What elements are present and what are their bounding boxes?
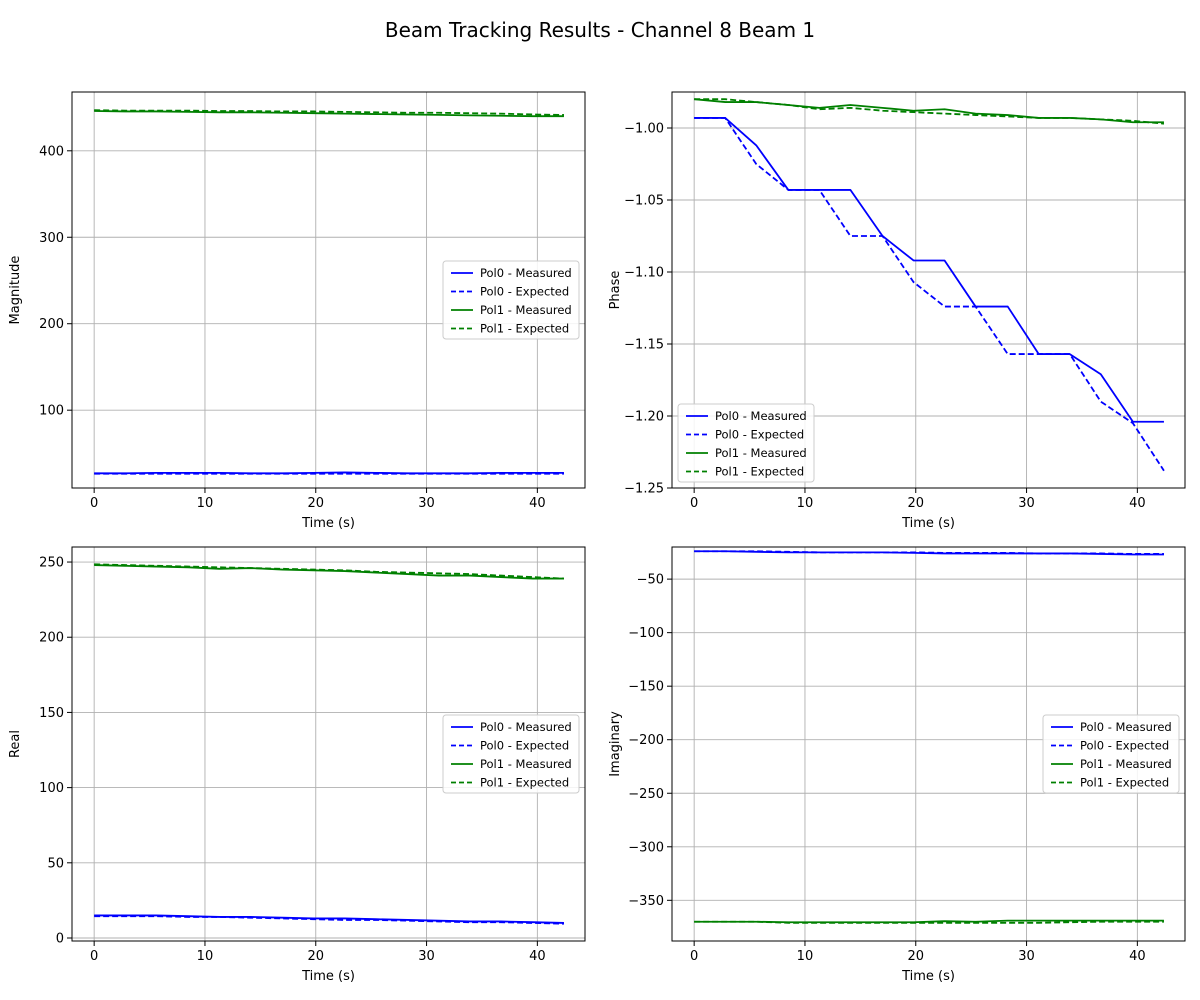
x-tick-label: 30: [418, 949, 435, 964]
legend-label: Pol1 - Measured: [480, 303, 572, 317]
legend-label: Pol0 - Measured: [1080, 720, 1172, 734]
y-tick-label: 150: [39, 706, 64, 721]
x-tick-label: 30: [418, 496, 435, 511]
series-line-pol1-expected: [94, 109, 564, 116]
subplot-real: 0 10 20 30 40 0 50 100 150 200 250 Time (s) Real Pol0…: [8, 546, 586, 984]
x-tick-label: 40: [1129, 496, 1146, 511]
y-tick-label: −100: [628, 626, 664, 641]
y-tick-label: −1.25: [624, 482, 664, 497]
legend-label: Pol1 - Expected: [480, 776, 569, 790]
legend-label: Pol0 - Measured: [480, 266, 572, 280]
y-tick-label: 200: [39, 317, 64, 332]
legend-box: [442, 714, 580, 794]
axes-frame: [71, 546, 586, 942]
legend-label: Pol0 - Expected: [480, 285, 569, 299]
x-tick-label: 20: [307, 949, 324, 964]
legend-label: Pol1 - Measured: [480, 757, 572, 771]
x-tick-label: 0: [90, 496, 98, 511]
legend: Pol0 - Measured Pol0 - Expected Pol1 - Mea…: [677, 403, 815, 483]
figure-title: Beam Tracking Results - Channel 8 Beam 1: [385, 18, 815, 42]
series-line-pol1-expected: [94, 563, 564, 580]
x-tick-label: 20: [307, 496, 324, 511]
y-tick-label: −200: [628, 733, 664, 748]
axes-frame: [71, 91, 586, 489]
legend-label: Pol0 - Expected: [715, 428, 804, 442]
y-tick-label: 0: [56, 931, 64, 946]
legend-label: Pol1 - Measured: [715, 446, 807, 460]
x-axis-label: Time (s): [901, 969, 955, 984]
legend-box: [1042, 714, 1180, 794]
x-tick-label: 10: [797, 949, 814, 964]
y-tick-label: −250: [628, 787, 664, 802]
y-tick-label: −350: [628, 894, 664, 909]
y-tick-label: −1.00: [624, 122, 664, 137]
y-tick-label: −1.20: [624, 410, 664, 425]
y-tick-label: 100: [39, 404, 64, 419]
x-axis-label: Time (s): [301, 969, 355, 984]
legend-label: Pol0 - Measured: [715, 409, 807, 423]
y-tick-label: 400: [39, 144, 64, 159]
y-axis-label: Real: [8, 730, 23, 758]
x-tick-label: 30: [1018, 949, 1035, 964]
x-tick-label: 40: [529, 949, 546, 964]
y-tick-label: −1.05: [624, 194, 664, 209]
legend: Pol0 - Measured Pol0 - Expected Pol1 - Mea…: [1042, 714, 1180, 794]
y-tick-label: −1.15: [624, 338, 664, 353]
y-tick-label: 200: [39, 631, 64, 646]
subplot-magnitude: 0 10 20 30 40 100 200 300 400 Time (s) Magnitude Po…: [8, 91, 586, 531]
axes-frame: [671, 546, 1186, 942]
x-tick-label: 40: [529, 496, 546, 511]
subplot-imaginary: 0 10 20 30 40 −350 −300 −250 −200 −150 −100 −50 Time…: [608, 546, 1186, 984]
y-tick-label: −300: [628, 840, 664, 855]
legend-box: [677, 403, 815, 483]
legend-label: Pol1 - Expected: [715, 465, 804, 479]
legend-label: Pol1 - Expected: [480, 322, 569, 336]
x-tick-label: 0: [690, 496, 698, 511]
series-line-pol1-expected: [694, 920, 1164, 924]
legend-label: Pol0 - Expected: [1080, 739, 1169, 753]
series-line-pol1-measured: [694, 919, 1164, 924]
legend: Pol0 - Measured Pol0 - Expected Pol1 - Mea…: [442, 714, 580, 794]
y-axis-label: Phase: [608, 271, 623, 310]
series-line-pol0-measured: [694, 117, 1164, 423]
y-tick-label: −150: [628, 680, 664, 695]
x-axis-label: Time (s): [301, 516, 355, 531]
x-tick-label: 20: [907, 949, 924, 964]
x-axis-label: Time (s): [901, 516, 955, 531]
legend-box: [442, 260, 580, 340]
legend: Pol0 - Measured Pol0 - Expected Pol1 - Mea…: [442, 260, 580, 340]
x-tick-label: 30: [1018, 496, 1035, 511]
axes-frame: [671, 91, 1186, 489]
y-tick-label: 50: [47, 856, 64, 871]
y-tick-label: −1.10: [624, 266, 664, 281]
legend-label: Pol0 - Expected: [480, 739, 569, 753]
x-tick-label: 10: [197, 949, 214, 964]
y-axis-label: Magnitude: [8, 256, 23, 325]
y-tick-label: 300: [39, 231, 64, 246]
y-tick-label: −50: [637, 573, 664, 588]
legend-label: Pol1 - Measured: [1080, 757, 1172, 771]
legend-label: Pol1 - Expected: [1080, 776, 1169, 790]
x-tick-label: 0: [90, 949, 98, 964]
x-tick-label: 20: [907, 496, 924, 511]
y-tick-label: 100: [39, 781, 64, 796]
series-line-pol1-measured: [94, 110, 564, 118]
series-line-pol1-expected: [694, 98, 1165, 125]
y-axis-label: Imaginary: [608, 711, 623, 777]
subplot-phase: 0 10 20 30 40 −1.25 −1.20 −1.15 −1.10 −1.05 −1.00 T…: [608, 91, 1186, 531]
x-tick-label: 10: [797, 496, 814, 511]
y-tick-label: 250: [39, 556, 64, 571]
x-tick-label: 40: [1129, 949, 1146, 964]
legend-label: Pol0 - Measured: [480, 720, 572, 734]
x-tick-label: 10: [197, 496, 214, 511]
series-line-pol0-expected: [94, 915, 564, 925]
x-tick-label: 0: [690, 949, 698, 964]
series-line-pol0-expected: [694, 550, 1164, 555]
